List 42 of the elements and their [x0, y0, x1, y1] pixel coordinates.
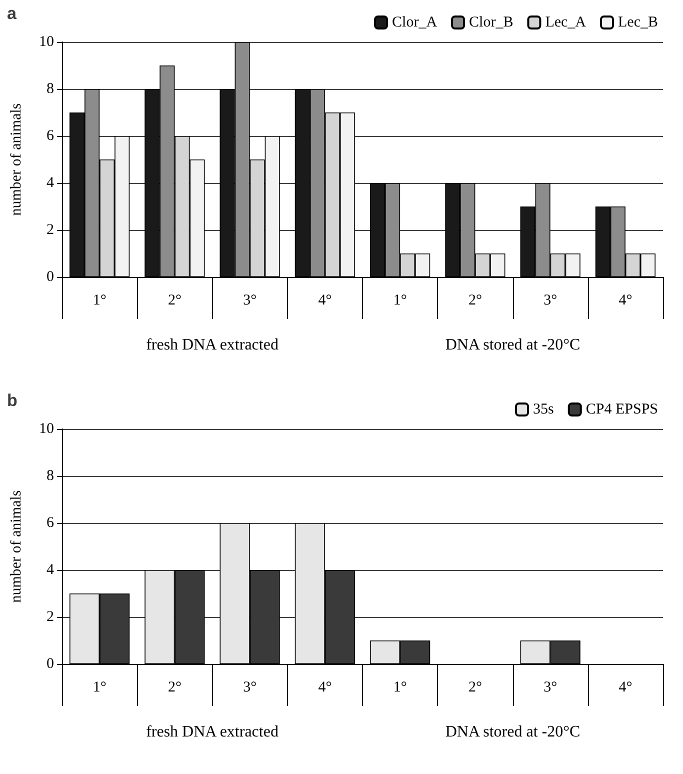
x-tick-label: 2°	[168, 292, 182, 308]
x-tick-label: 3°	[544, 292, 558, 308]
y-tick-label: 0	[46, 656, 54, 672]
text: fresh DNA extracted	[146, 724, 278, 740]
y-tick-label: 6	[46, 128, 54, 144]
chart-title: a	[7, 4, 17, 23]
y-tick-label: 6	[46, 515, 54, 531]
chart-title: b	[7, 391, 18, 410]
y-tick-label: 2	[46, 609, 54, 625]
x-tick-label: 2°	[468, 680, 482, 696]
y-axis-title: number of animals	[8, 490, 24, 603]
x-tick-label: 2°	[468, 292, 482, 308]
x-tick-label: 4°	[618, 292, 632, 308]
legend-label: Clor_A	[392, 14, 438, 30]
x-tick-label: 4°	[618, 680, 632, 696]
x-tick-label: 1°	[92, 680, 106, 696]
x-tick-label: 3°	[243, 292, 257, 308]
x-tick-label: 3°	[544, 680, 558, 696]
legend-label: 35s	[533, 402, 554, 418]
y-tick-label: 10	[39, 421, 54, 437]
y-tick-label: 10	[39, 34, 54, 50]
legend-label: Lec_B	[618, 14, 658, 30]
legend-label: Clor_B	[469, 14, 514, 30]
x-tick-label: 2°	[168, 680, 182, 696]
y-tick-label: 8	[46, 468, 54, 484]
y-tick-label: 4	[46, 175, 54, 191]
x-tick-label: 1°	[92, 292, 106, 308]
y-axis-title: number of animals	[8, 103, 24, 216]
text: DNA stored at -20°C	[445, 336, 580, 354]
y-tick-label: 4	[46, 562, 54, 578]
legend-label: CP4 EPSPS	[586, 402, 658, 418]
text: fresh DNA extracted	[146, 336, 278, 354]
x-tick-label: 4°	[318, 680, 332, 696]
y-tick-label: 0	[46, 269, 54, 285]
text: DNA stored at -20°C	[445, 724, 580, 740]
y-tick-label: 2	[46, 222, 54, 238]
x-tick-label: 3°	[243, 680, 257, 696]
x-tick-label: 1°	[393, 680, 407, 696]
y-tick-label: 8	[46, 81, 54, 97]
legend-label: Lec_A	[545, 14, 586, 30]
x-tick-label: 4°	[318, 292, 332, 308]
x-tick-label: 1°	[393, 292, 407, 308]
